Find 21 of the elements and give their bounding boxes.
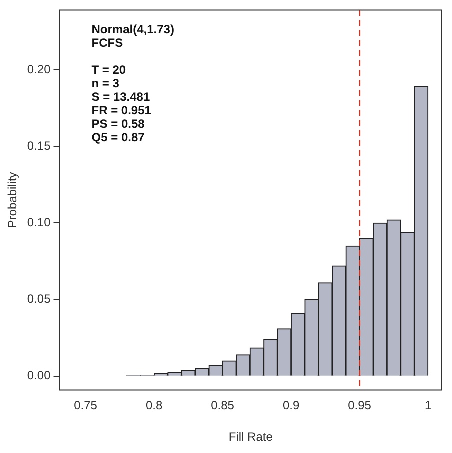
- y-axis-title: Probability: [6, 172, 20, 228]
- annotation: Q5 = 0.87: [92, 130, 146, 145]
- annotation: FR = 0.951: [92, 104, 152, 118]
- annotation: Normal(4,1.73): [92, 22, 174, 37]
- x-tick-label: 0.8: [146, 398, 163, 413]
- annotation: FCFS: [92, 36, 124, 50]
- x-tick-label: 0.85: [211, 398, 235, 413]
- x-tick-label: 0.95: [348, 398, 372, 413]
- y-tick-label: 0.20: [27, 62, 52, 76]
- annotation: PS = 0.58: [92, 117, 146, 132]
- y-tick-label: 0.15: [27, 138, 52, 153]
- x-axis-title: Fill Rate: [228, 430, 274, 444]
- x-tick-label: 1: [424, 398, 432, 413]
- x-tick-label: 0.75: [74, 398, 98, 413]
- x-tick-label: 0.9: [282, 398, 300, 413]
- annotation: S = 13.481: [92, 90, 150, 104]
- y-tick-label: 0.00: [27, 368, 52, 383]
- y-tick-label: 0.05: [27, 292, 52, 306]
- annotation: T = 20: [92, 63, 126, 78]
- annotation: n = 3: [92, 76, 120, 91]
- y-tick-label: 0.10: [27, 215, 52, 230]
